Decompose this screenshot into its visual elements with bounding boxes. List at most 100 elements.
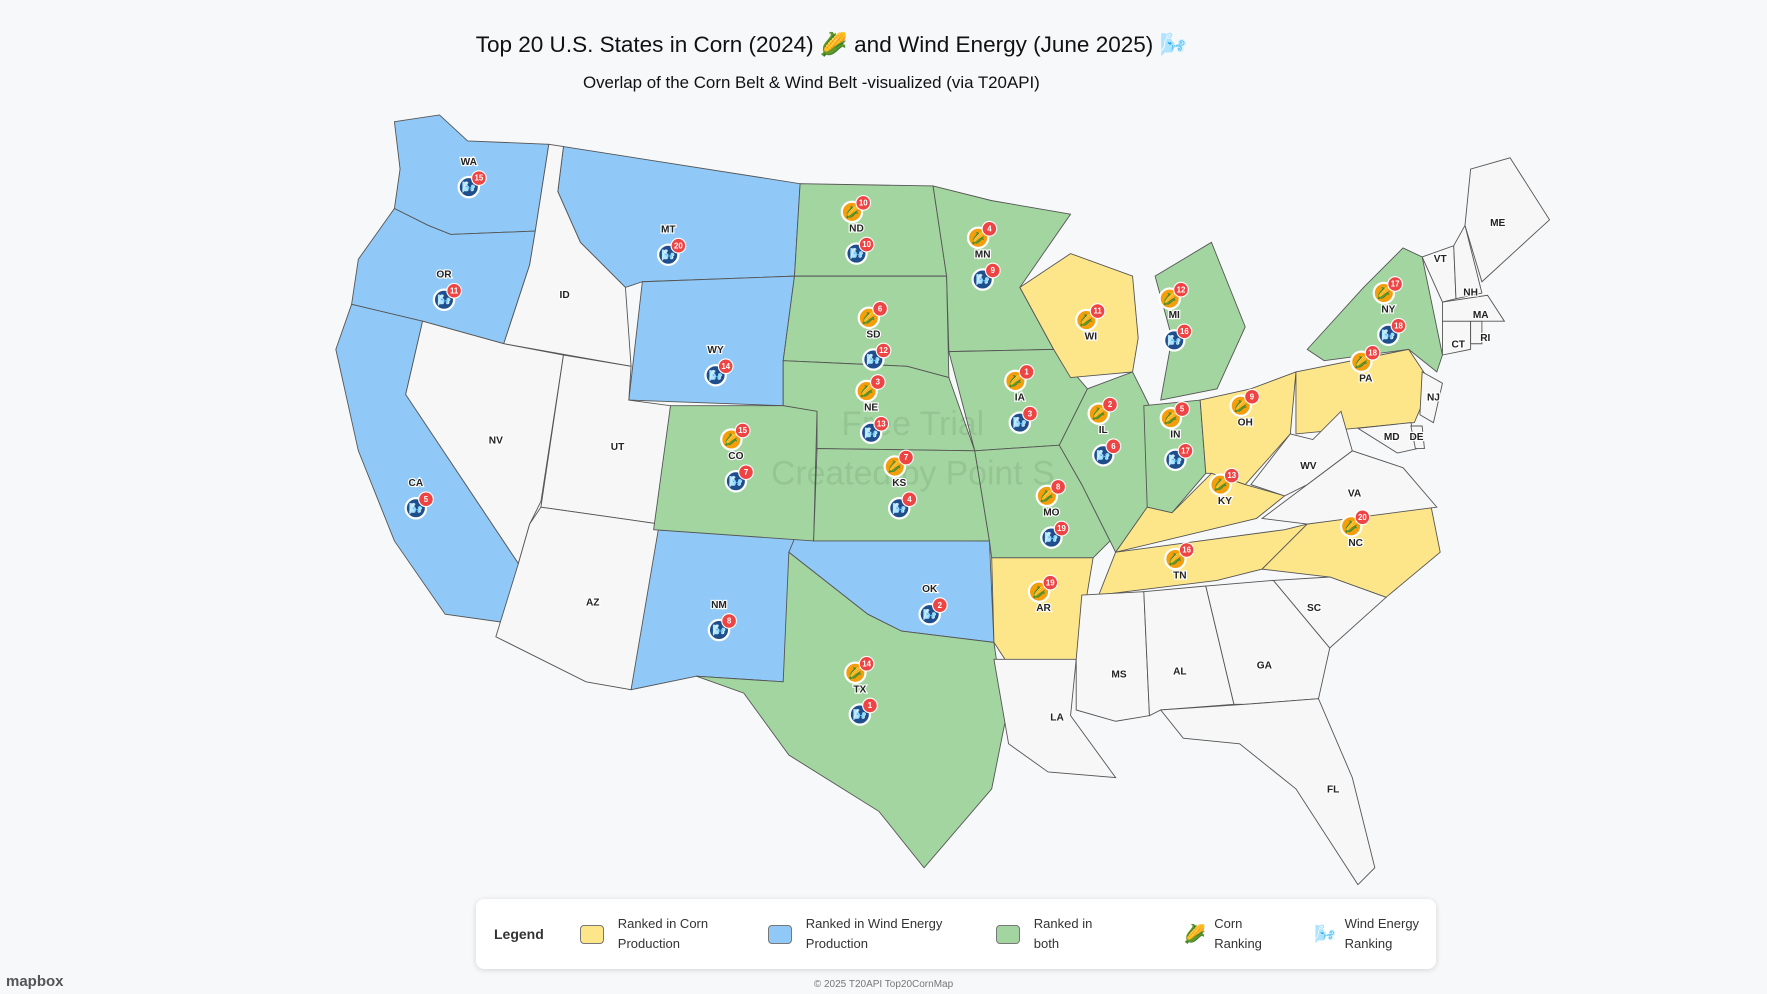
corn-icon-glyph: 🌽 (848, 666, 862, 680)
corn-icon-glyph: 🌽 (862, 311, 876, 325)
state-label: VA (1348, 488, 1362, 499)
rank-number: 3 (876, 378, 881, 387)
rank-badge (1089, 303, 1106, 319)
state-label: WV (1300, 461, 1317, 472)
state-label: WI (1085, 332, 1098, 343)
rank-badge (738, 464, 754, 481)
wind-icon-glyph: 🌬️ (1013, 417, 1027, 430)
state (1419, 371, 1443, 424)
rank-badge (872, 300, 889, 317)
state-label: AR (1036, 603, 1051, 614)
rank-badge (1174, 401, 1191, 417)
rank-number: 1 (868, 701, 873, 710)
state-label: NE (864, 403, 878, 414)
wind-icon-glyph: 🌬️ (661, 249, 675, 262)
rank-number: 16 (1180, 327, 1189, 336)
state-label: IN (1170, 430, 1180, 441)
rank-badge (862, 697, 878, 714)
state-label: LA (1050, 713, 1064, 724)
rank-badge (721, 613, 738, 629)
wind-icon-glyph: 🌬️ (923, 608, 937, 621)
legend-item: 🌬️ Wind Energy Ranking (1314, 914, 1444, 954)
wind-icon-glyph: 🌬️ (712, 624, 726, 637)
state-label: TN (1173, 571, 1187, 582)
wind-icon-glyph: 🌬️ (866, 354, 880, 367)
legend-swatch (579, 924, 604, 944)
rank-number: 19 (1057, 524, 1066, 533)
state-label: SD (866, 329, 880, 340)
state-label: CO (728, 451, 743, 462)
corn-icon-glyph: 🌽 (1354, 355, 1368, 369)
wind-icon-glyph: 🌬️ (853, 709, 867, 722)
rank-badge (418, 491, 434, 508)
rank-badge (1053, 520, 1070, 537)
state-label: OH (1238, 417, 1253, 428)
map-subtitle: Overlap of the Corn Belt & Wind Belt -vi… (583, 73, 1040, 92)
state-label: WY (707, 345, 724, 356)
attribution: mapbox (6, 973, 64, 990)
state (1441, 294, 1506, 322)
state-label: CA (409, 478, 424, 489)
state (628, 275, 795, 407)
rank-badge (670, 237, 687, 254)
state-label: WA (461, 157, 478, 168)
rank-badge (858, 236, 875, 253)
state-label: MA (1473, 310, 1489, 321)
state-label: NC (1348, 538, 1363, 549)
rank-number: 9 (991, 266, 996, 275)
corn-icon-glyph: 🌽 (1008, 374, 1022, 388)
rank-number: 6 (878, 304, 883, 313)
rank-number: 1 (1024, 368, 1029, 377)
markers: WA🌬️15OR🌬️11CA🌬️5MT🌬️20WY🌬️14NM🌬️8OK🌬️2I… (404, 156, 1507, 797)
wind-icon-glyph: 🌬️ (729, 475, 743, 488)
state-label: ND (849, 223, 864, 234)
rank-number: 6 (1111, 442, 1116, 451)
wind-icon-glyph: 🌬️ (976, 274, 990, 287)
state-label: AL (1173, 666, 1187, 677)
rank-badge (471, 170, 487, 186)
map-title: Top 20 U.S. States in Corn (2024) 🌽 and … (476, 30, 1188, 57)
rank-number: 4 (987, 224, 992, 233)
state (1199, 371, 1297, 486)
state-label: NY (1381, 305, 1395, 316)
rank-badge (1364, 344, 1381, 361)
state (393, 114, 550, 235)
state-label: NV (489, 435, 503, 446)
rank-number: 7 (904, 453, 909, 462)
wind-icon-glyph: 🌬️ (409, 502, 423, 515)
corn-icon-glyph: 🌽 (971, 231, 985, 245)
state-label: UT (611, 442, 625, 453)
state-label: MO (1043, 507, 1059, 518)
corn-icon-glyph: 🌽 (1032, 585, 1046, 599)
state (495, 506, 660, 691)
rank-number: 9 (1250, 392, 1255, 401)
state-label: IL (1099, 425, 1108, 436)
state-label: MD (1384, 432, 1400, 443)
wind-icon-glyph: 🌬️ (462, 181, 476, 194)
rank-badge (1022, 405, 1038, 422)
rank-badge (1178, 542, 1195, 558)
rank-badge (1244, 388, 1260, 405)
state-label: IA (1015, 393, 1026, 404)
legend: Legend Ranked in Corn Production Ranked … (476, 899, 1436, 969)
rank-number: 18 (1394, 321, 1403, 330)
rank-badge (873, 415, 890, 432)
rank-number: 15 (738, 426, 747, 435)
state-label: FL (1327, 785, 1339, 796)
corn-icon-glyph: 🌽 (724, 433, 738, 447)
state (1272, 576, 1387, 649)
state-label: SC (1307, 603, 1322, 614)
rank-number: 14 (862, 659, 871, 668)
rank-badge (1390, 317, 1407, 334)
wind-icon-glyph: 🌬️ (1167, 334, 1181, 347)
state-label: MN (975, 249, 991, 260)
rank-badge (1050, 478, 1067, 495)
rank-badge (1173, 281, 1189, 298)
legend-item: Ranked in Wind Energy Production (767, 914, 956, 954)
rank-badge (875, 342, 892, 359)
rank-badge (717, 358, 734, 375)
states (335, 114, 1551, 886)
wind-icon-glyph: 🌬️ (1168, 454, 1182, 467)
